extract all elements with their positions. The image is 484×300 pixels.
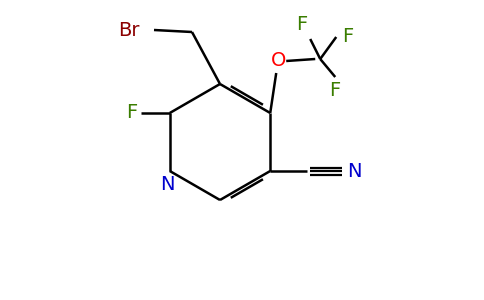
- Text: F: F: [297, 16, 308, 34]
- Text: Br: Br: [119, 20, 140, 40]
- Text: F: F: [343, 28, 354, 46]
- Text: N: N: [161, 176, 175, 194]
- Text: F: F: [126, 103, 137, 122]
- Text: F: F: [330, 82, 341, 100]
- Text: O: O: [271, 52, 286, 70]
- Text: N: N: [347, 161, 362, 181]
